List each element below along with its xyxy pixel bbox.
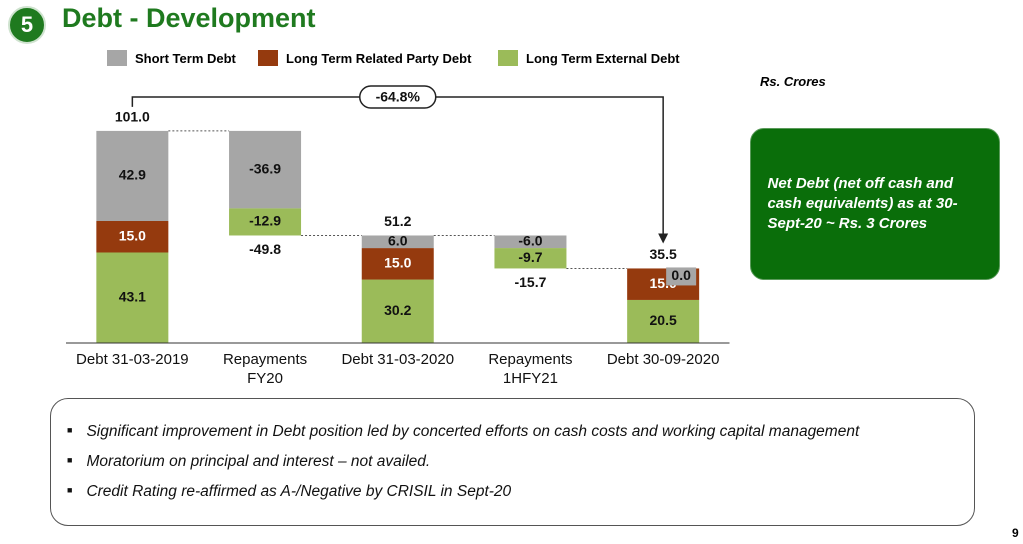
value-label: 6.0 — [388, 232, 408, 248]
legend-label: Long Term External Debt — [526, 50, 680, 66]
total-label: 51.2 — [384, 213, 411, 229]
legend-swatch — [107, 50, 127, 66]
bar-segment — [361, 235, 434, 249]
total-label: 35.5 — [650, 246, 677, 262]
value-label: -9.7 — [518, 249, 542, 265]
unit-note: Rs. Crores — [760, 74, 826, 89]
net-debt-note: Net Debt (net off cash and cash equivale… — [767, 175, 958, 232]
slide-number: 5 — [8, 6, 46, 44]
bullet: Moratorium on principal and interest – n… — [86, 453, 974, 471]
bullet: Credit Rating re-affirmed as A-/Negative… — [86, 483, 974, 501]
bar-segment — [96, 252, 169, 343]
value-label: 30.2 — [384, 302, 411, 318]
value-label: 15.0 — [384, 255, 411, 271]
bar-segment — [361, 279, 434, 343]
total-label: -15.7 — [514, 274, 546, 290]
total-label: 101.0 — [115, 109, 150, 125]
annotation-label: -64.8% — [376, 89, 421, 105]
arrow-head — [658, 233, 669, 244]
label-background — [666, 267, 697, 286]
legend-swatch — [258, 50, 278, 66]
legend-label: Long Term Related Party Debt — [286, 50, 472, 66]
value-label: 15.0 — [119, 227, 146, 243]
page-number: 9 — [1012, 526, 1019, 540]
legend-label: Short Term Debt — [135, 50, 236, 66]
x-tick-label: Repayments FY20 — [222, 351, 308, 387]
value-label: 43.1 — [119, 288, 146, 304]
legend-item: Long Term External Debt — [498, 50, 680, 66]
bullet: Significant improvement in Debt position… — [86, 423, 974, 441]
bar-segment — [494, 248, 567, 269]
total-label: -49.8 — [249, 241, 281, 257]
x-tick-label: Debt 31-03-2019 — [76, 351, 189, 368]
slide-title: Debt - Development — [62, 3, 316, 33]
value-label: 42.9 — [119, 167, 146, 183]
value-label: 20.5 — [650, 312, 677, 328]
x-tick-label: Debt 30-09-2020 — [606, 351, 720, 368]
legend-swatch — [498, 50, 518, 66]
value-label: 0.0 — [671, 267, 691, 283]
bullet-box: Significant improvement in Debt position… — [50, 398, 975, 526]
net-debt-box: Net Debt (net off cash and cash equivale… — [750, 128, 1000, 280]
bar-segment — [361, 248, 434, 280]
bar-segment — [494, 235, 567, 249]
legend-item: Short Term Debt — [107, 50, 236, 66]
x-tick-label: Repayments 1HFY21 — [488, 351, 573, 387]
value-label: -12.9 — [249, 213, 281, 229]
bar-segment — [229, 208, 302, 236]
value-label: -36.9 — [249, 160, 281, 176]
bar-segment — [229, 130, 302, 209]
x-tick-label: Debt 31-03-2020 — [341, 351, 455, 368]
legend-item: Long Term Related Party Debt — [258, 50, 471, 66]
value-label: -6.0 — [518, 232, 542, 248]
annotation-box — [359, 85, 437, 109]
bar-segment — [96, 130, 169, 221]
bar-segment — [96, 220, 169, 253]
bar-segment — [627, 299, 700, 343]
